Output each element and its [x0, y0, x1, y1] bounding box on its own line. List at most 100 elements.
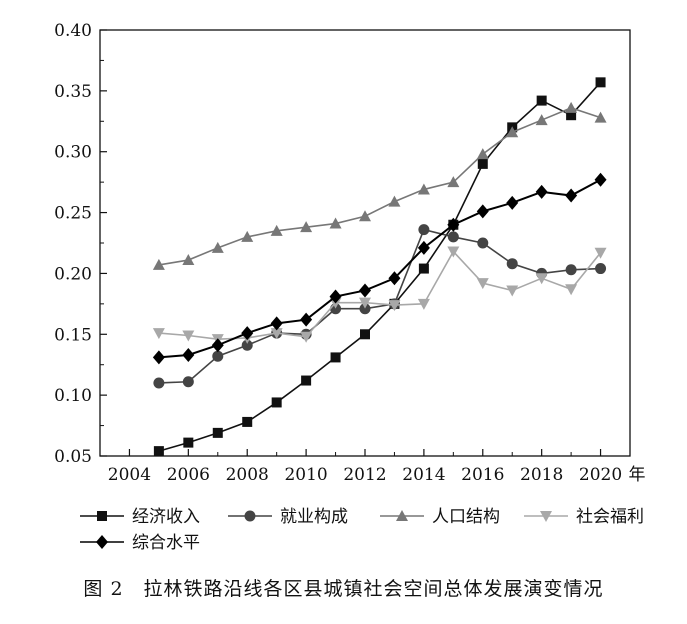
series-line — [158, 228, 601, 384]
data-point — [418, 263, 429, 274]
chart-series — [152, 77, 607, 457]
data-point — [182, 330, 195, 342]
y-tick-label: 0.15 — [54, 325, 92, 345]
data-point — [359, 303, 371, 315]
legend-label: 就业构成 — [280, 507, 348, 527]
data-point — [476, 148, 489, 160]
data-point — [271, 397, 282, 408]
data-point — [506, 258, 518, 270]
legend-marker — [540, 511, 552, 522]
series-5 — [152, 172, 607, 365]
series-3 — [152, 101, 607, 270]
data-point — [330, 352, 341, 363]
legend-item: 经济收入 — [80, 507, 200, 527]
x-tick-label: 2008 — [226, 465, 269, 485]
data-point — [535, 184, 548, 199]
series-line — [158, 178, 602, 359]
data-point — [477, 158, 488, 169]
data-point — [359, 297, 371, 309]
data-point — [417, 183, 430, 195]
y-tick-label: 0.35 — [54, 82, 92, 102]
data-point — [301, 375, 312, 386]
data-point — [241, 339, 253, 351]
x-tick-label: 2020 — [579, 465, 622, 485]
data-point — [447, 176, 460, 188]
data-point — [417, 240, 430, 255]
y-tick-label: 0.30 — [54, 143, 92, 163]
data-point — [270, 224, 283, 236]
data-point — [594, 172, 607, 187]
data-point — [447, 246, 460, 258]
legend-item: 社会福利 — [524, 507, 644, 527]
data-point — [565, 188, 578, 203]
data-point — [535, 114, 548, 126]
chart-axes: 0.05 0.10 0.15 0.20 0.25 0.30 0.35 0.40 2004 2006… — [54, 21, 645, 485]
data-point — [594, 111, 607, 123]
series-line — [158, 81, 602, 452]
line-chart: 0.05 0.10 0.15 0.20 0.25 0.30 0.35 0.40 2004 2006… — [54, 21, 645, 553]
data-point — [535, 273, 548, 285]
series-line — [158, 250, 602, 340]
data-point — [182, 254, 195, 266]
data-point — [270, 328, 283, 340]
x-tick-label: 2018 — [520, 465, 563, 485]
data-point — [211, 338, 224, 353]
legend-item: 就业构成 — [228, 507, 348, 527]
legend-marker — [244, 510, 256, 522]
data-point — [565, 264, 577, 276]
x-tick-label: 2014 — [402, 465, 445, 485]
legend-item: 人口结构 — [380, 507, 500, 527]
data-point — [418, 224, 430, 236]
data-point — [388, 271, 401, 286]
data-point — [506, 126, 519, 138]
data-point — [329, 289, 342, 304]
data-point — [476, 204, 489, 219]
data-point — [212, 350, 224, 362]
data-point — [565, 284, 578, 296]
data-point — [447, 217, 460, 232]
legend-item: 综合水平 — [80, 533, 200, 553]
plot-frame — [99, 29, 631, 457]
data-point — [212, 427, 223, 438]
y-tick-label: 0.10 — [54, 386, 92, 406]
x-tick-label: 2006 — [167, 465, 210, 485]
x-tick-label: 2012 — [343, 465, 386, 485]
y-tick-label: 0.40 — [54, 21, 92, 41]
data-point — [242, 416, 253, 427]
data-point — [359, 283, 371, 298]
data-point — [595, 263, 607, 275]
legend-label: 综合水平 — [132, 533, 200, 553]
data-point — [241, 326, 254, 341]
data-point — [447, 231, 459, 243]
y-tick-label: 0.25 — [54, 204, 92, 224]
data-point — [329, 217, 342, 229]
x-tick-label: 2004 — [108, 465, 151, 485]
data-point — [152, 350, 165, 365]
data-point — [388, 195, 401, 207]
legend-label: 人口结构 — [432, 507, 500, 527]
data-point — [152, 328, 165, 340]
data-point — [211, 241, 224, 253]
data-point — [594, 247, 607, 259]
legend-label: 社会福利 — [576, 507, 644, 527]
data-point — [153, 377, 165, 389]
data-point — [566, 110, 577, 121]
x-tick-label: 2010 — [284, 465, 327, 485]
data-point — [477, 237, 489, 249]
legend-label: 经济收入 — [132, 507, 200, 527]
data-point — [182, 376, 194, 388]
data-point — [300, 331, 313, 343]
legend-marker — [396, 510, 408, 521]
data-point — [241, 230, 254, 242]
y-tick-label: 0.20 — [54, 264, 92, 284]
data-point — [182, 347, 195, 362]
data-point — [506, 195, 519, 210]
data-point — [270, 316, 283, 331]
data-point — [359, 210, 371, 222]
data-point — [565, 101, 578, 113]
data-point — [536, 95, 547, 106]
data-point — [300, 312, 313, 327]
figure-caption: 图 2 拉林铁路沿线各区县城镇社会空间总体发展演变情况 — [83, 578, 604, 600]
data-point — [476, 278, 489, 290]
